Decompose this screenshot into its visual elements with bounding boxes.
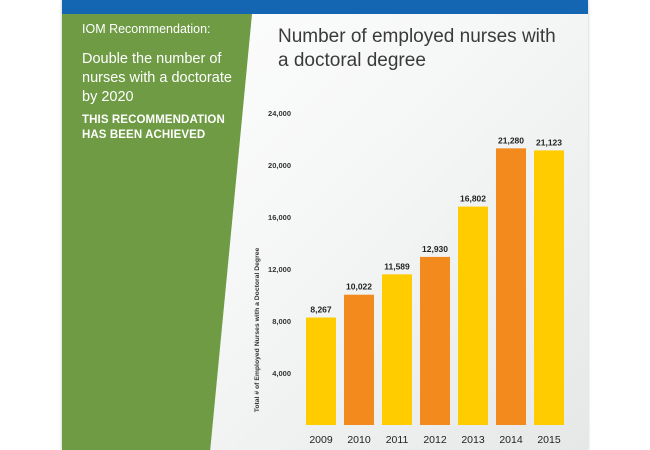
- bar-2014: [496, 148, 526, 426]
- x-tick-label: 2010: [347, 434, 371, 446]
- value-label: 16,802: [460, 194, 486, 204]
- bar-2011: [382, 274, 412, 425]
- recommendation-label: IOM Recommendation:: [82, 22, 211, 36]
- x-tick-label: 2014: [499, 434, 523, 446]
- bar-2015: [534, 150, 564, 425]
- bar-2013: [458, 206, 488, 425]
- chart-title: Number of employed nurses with a doctora…: [278, 26, 556, 71]
- bar-chart: Total # of Employed Nurses with a Doctor…: [254, 109, 564, 446]
- x-tick-label: 2009: [309, 434, 333, 446]
- x-tick-label: 2013: [461, 434, 485, 446]
- bar-2009: [306, 317, 336, 425]
- x-tick-label: 2012: [423, 434, 447, 446]
- y-tick-label: 12,000: [268, 265, 291, 274]
- y-tick-label: 16,000: [268, 213, 291, 222]
- y-tick-label: 20,000: [268, 161, 291, 170]
- y-tick-label: 4,000: [272, 369, 291, 378]
- value-label: 21,123: [536, 137, 562, 147]
- recommendation-text: Double the number of nurses with a docto…: [82, 51, 232, 105]
- achieved-text: THIS RECOMMENDATION HAS BEEN ACHIEVED: [82, 114, 225, 141]
- y-axis-label: Total # of Employed Nurses with a Doctor…: [254, 248, 261, 413]
- x-tick-label: 2011: [386, 434, 409, 446]
- value-label: 21,280: [498, 135, 524, 145]
- top-band: [62, 0, 588, 14]
- value-label: 12,930: [422, 244, 448, 254]
- y-tick-label: 24,000: [268, 109, 291, 118]
- infographic-card: IOM Recommendation: Double the number of…: [62, 0, 588, 450]
- value-label: 8,267: [310, 305, 332, 315]
- value-label: 10,022: [346, 282, 372, 292]
- bar-2010: [344, 294, 374, 425]
- value-label: 11,589: [384, 261, 410, 271]
- y-tick-label: 8,000: [272, 317, 291, 326]
- x-tick-label: 2015: [537, 434, 561, 446]
- bar-2012: [420, 256, 450, 425]
